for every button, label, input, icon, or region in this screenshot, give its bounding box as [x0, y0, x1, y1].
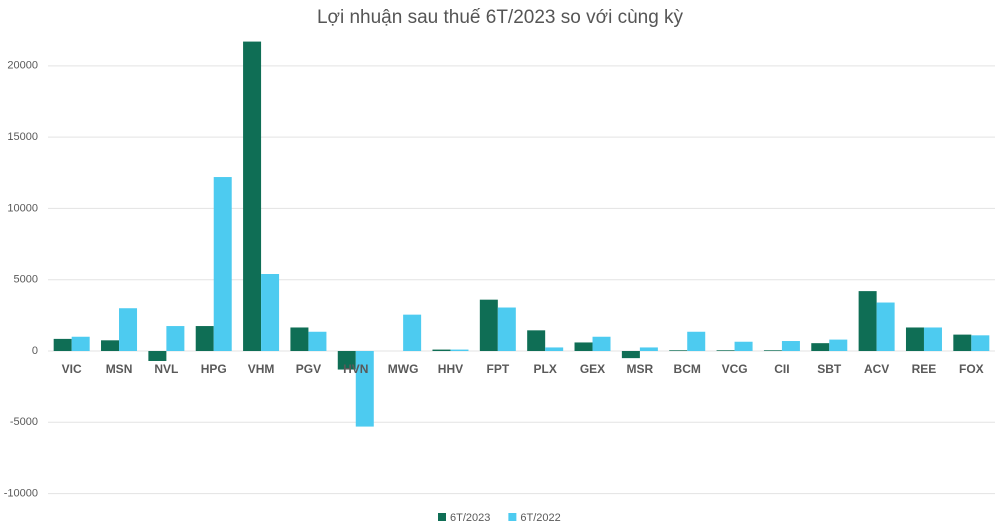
- bar: [953, 334, 972, 352]
- bar: [213, 177, 232, 352]
- y-tick-label: -5000: [10, 416, 38, 428]
- bar: [639, 347, 658, 352]
- x-tick-label: MWG: [388, 362, 419, 376]
- bar: [811, 343, 830, 352]
- legend-label: 6T/2023: [450, 512, 490, 524]
- x-tick-label: CII: [774, 362, 789, 376]
- x-tick-label: GEX: [580, 362, 605, 376]
- legend-swatch: [438, 513, 446, 521]
- bar: [403, 314, 422, 352]
- bar: [716, 350, 735, 352]
- legend-swatch: [508, 513, 517, 521]
- y-tick-label: -10000: [4, 488, 38, 500]
- x-tick-label: HVN: [343, 362, 368, 376]
- y-tick-label: 5000: [14, 274, 38, 286]
- bar: [734, 341, 753, 352]
- bar: [308, 331, 327, 352]
- legend-label: 6T/2022: [520, 512, 560, 524]
- y-tick-label: 15000: [7, 131, 38, 143]
- x-tick-label: FPT: [486, 362, 509, 376]
- x-tick-label: PLX: [534, 362, 557, 376]
- bar: [829, 339, 848, 352]
- x-tick-label: VIC: [62, 362, 82, 376]
- bar: [53, 338, 72, 352]
- bar: [119, 308, 138, 352]
- bar: [166, 326, 185, 352]
- bar: [592, 336, 611, 352]
- bar: [355, 351, 374, 427]
- bar: [858, 291, 877, 352]
- bar: [497, 307, 516, 352]
- x-tick-label: MSR: [627, 362, 654, 376]
- bar: [669, 350, 688, 352]
- x-tick-label: REE: [912, 362, 937, 376]
- bar: [148, 351, 167, 361]
- bar: [195, 326, 214, 352]
- bar: [527, 330, 546, 352]
- bar: [432, 349, 451, 352]
- bar: [545, 347, 564, 352]
- y-tick-label: 0: [32, 345, 38, 357]
- x-tick-label: FOX: [959, 362, 984, 376]
- chart-title: Lợi nhuận sau thuế 6T/2023 so với cùng k…: [317, 7, 684, 28]
- bar: [290, 327, 309, 352]
- bar: [905, 327, 924, 352]
- x-tick-label: VHM: [248, 362, 275, 376]
- x-tick-label: HHV: [438, 362, 463, 376]
- bar: [101, 340, 120, 352]
- y-tick-label: 10000: [7, 202, 38, 214]
- bar: [479, 299, 498, 352]
- x-tick-label: PGV: [296, 362, 321, 376]
- bar: [763, 350, 782, 352]
- bar: [261, 274, 280, 352]
- x-tick-label: BCM: [674, 362, 701, 376]
- bar: [876, 302, 895, 352]
- x-tick-label: HPG: [201, 362, 227, 376]
- x-tick-label: SBT: [817, 362, 842, 376]
- bar: [337, 351, 356, 370]
- bar: [971, 335, 990, 352]
- bar: [687, 331, 706, 352]
- bar: [71, 336, 90, 352]
- bar: [243, 41, 262, 352]
- bar: [450, 349, 469, 352]
- x-tick-label: ACV: [864, 362, 889, 376]
- x-tick-label: NVL: [154, 362, 178, 376]
- bar: [621, 351, 640, 359]
- bar: [923, 327, 942, 352]
- bar: [574, 342, 593, 352]
- x-tick-label: VCG: [722, 362, 748, 376]
- y-tick-label: 20000: [7, 60, 38, 72]
- bar: [781, 341, 800, 352]
- x-tick-label: MSN: [106, 362, 133, 376]
